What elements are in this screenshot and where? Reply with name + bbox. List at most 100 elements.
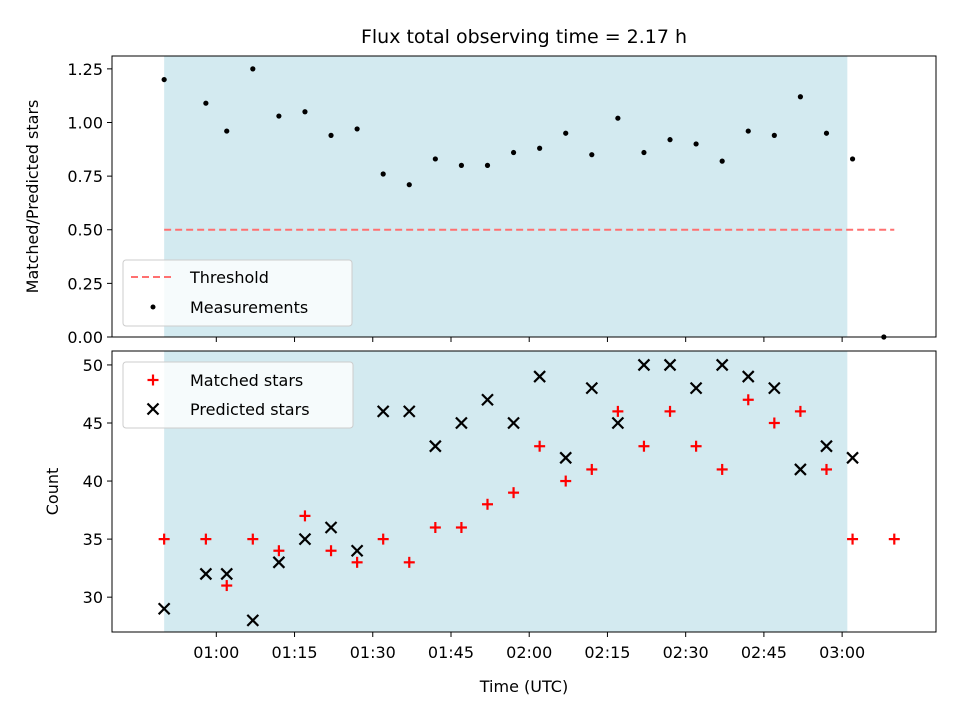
measurement-point [458, 162, 465, 168]
top-y-axis: 0.00 0.25 0.50 0.75 1.00 1.25 [67, 60, 112, 347]
matched-star-point [560, 475, 572, 487]
matched-star-point [200, 533, 212, 545]
matched-star-point [534, 440, 546, 452]
flux-ratio-panel: 0.00 0.25 0.50 0.75 1.00 1.25 Flux total obse… [23, 26, 937, 347]
top-series-layer [161, 66, 895, 340]
matched-star-point [508, 487, 520, 499]
y-tick-label: 50 [83, 356, 103, 375]
matched-star-point [664, 405, 676, 417]
matched-star-point [794, 405, 806, 417]
predicted-star-point [429, 439, 442, 453]
x-tick-label: 02:00 [506, 643, 552, 662]
measurement-point [161, 76, 167, 83]
chart-title: Flux total observing time = 2.17 h [361, 26, 687, 48]
measurement-point [354, 126, 360, 132]
measurement-point [745, 128, 751, 134]
matched-star-point [455, 521, 467, 533]
measurement-point [432, 156, 438, 162]
x-tick-label: 02:30 [663, 643, 709, 662]
predicted-star-point [533, 370, 546, 383]
predicted-star-point [220, 567, 234, 581]
measurement-point [224, 128, 230, 134]
matched-stars-marker [147, 374, 159, 386]
predicted-star-point [455, 416, 468, 430]
matched-star-point [612, 405, 624, 417]
measurement-point [771, 132, 777, 138]
predicted-star-point [611, 416, 625, 430]
predicted-star-point [820, 439, 833, 453]
threshold-legend-label: Threshold [189, 268, 269, 287]
matched-star-point [273, 545, 285, 557]
bottom-y-axis: 30 35 40 45 50 [83, 356, 112, 607]
predicted-stars-marker [146, 402, 160, 416]
matched-star-point [377, 533, 389, 545]
matched-star-point [429, 521, 441, 533]
y-tick-label: 0.00 [67, 328, 103, 347]
predicted-star-point [507, 416, 520, 430]
bottom-legend-box [122, 361, 354, 429]
y-tick-label: 30 [83, 588, 103, 607]
star-count-panel: 30 35 40 45 50 01:00 01:15 01:30 01:45 02:00 02:1… [43, 350, 937, 696]
matched-stars-legend-swatch [147, 374, 159, 386]
matched-star-point [299, 510, 311, 522]
matched-star-point [742, 394, 754, 406]
bottom-plot-frame [111, 350, 937, 633]
bottom-x-axis: 01:00 01:15 01:30 01:45 02:00 02:15 02:30 02:45… [193, 632, 865, 662]
predicted-star-point [298, 532, 312, 546]
y-tick-label: 0.75 [67, 167, 103, 186]
predicted-star-point [559, 451, 572, 465]
predicted-star-point [272, 556, 286, 569]
predicted-star-point [741, 370, 755, 383]
measurement-point [693, 141, 699, 147]
matched-star-point [403, 556, 415, 568]
x-tick-label: 01:00 [193, 643, 239, 662]
measurement-point [615, 115, 621, 121]
top-x-axis-ticks [215, 337, 843, 342]
predicted-star-point [481, 393, 494, 407]
measurement-point [849, 156, 856, 162]
y-tick-label: 45 [83, 414, 103, 433]
measurements-legend-label: Measurements [190, 298, 308, 317]
measurement-point [563, 130, 569, 136]
predicted-star-point [199, 567, 213, 581]
measurement-point [667, 137, 673, 143]
measurement-point [641, 149, 647, 156]
y-tick-label: 1.00 [67, 113, 103, 132]
predicted-star-point [846, 451, 859, 465]
matched-star-point [888, 533, 900, 545]
x-axis-label: Time (UTC) [479, 677, 568, 696]
top-legend-box [122, 259, 353, 327]
matched-star-point [690, 440, 702, 452]
bottom-y-axis-label: Count [43, 468, 62, 516]
predicted-star-point [585, 381, 599, 395]
y-tick-label: 40 [83, 472, 103, 491]
bottom-legend: Matched stars Predicted stars [122, 361, 354, 429]
matched-star-point [716, 463, 728, 475]
matched-star-point [638, 440, 650, 452]
measurement-point [328, 132, 334, 138]
predicted-star-point [376, 405, 390, 418]
measurement-point [203, 100, 209, 106]
matched-star-point [820, 463, 832, 475]
x-tick-label: 01:30 [350, 643, 396, 662]
measurement-point [823, 130, 830, 136]
measurement-point [380, 171, 386, 177]
predicted-stars-legend-swatch [146, 402, 160, 416]
x-tick-label: 02:45 [741, 643, 787, 662]
y-tick-label: 35 [83, 530, 103, 549]
bottom-series-layer [157, 358, 900, 627]
predicted-star-point [350, 544, 364, 557]
matched-star-point [481, 498, 493, 510]
predicted-star-point [246, 614, 260, 627]
matched-star-point [158, 533, 170, 545]
matched-star-point [247, 533, 259, 545]
matched-star-point [325, 545, 337, 557]
matched-star-point [351, 556, 363, 568]
measurement-point [797, 94, 804, 100]
x-tick-label: 01:45 [428, 643, 474, 662]
measurement-point [276, 113, 282, 119]
y-tick-label: 0.50 [67, 221, 103, 240]
matched-star-point [586, 463, 598, 475]
predicted-star-point [402, 405, 416, 418]
